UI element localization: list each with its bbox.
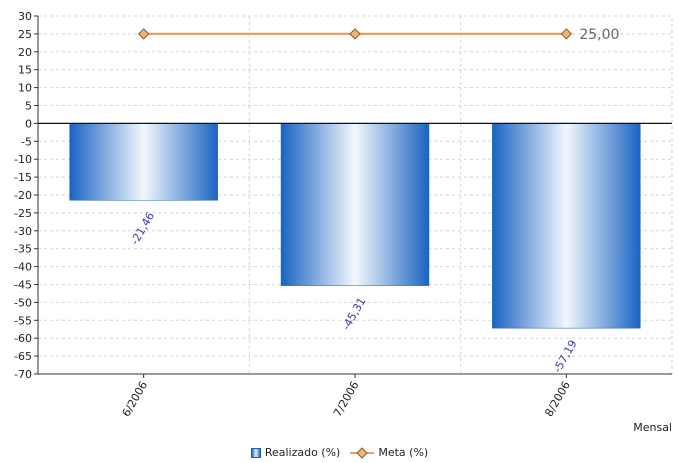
bar-data-label: -21,46 — [128, 210, 157, 247]
y-tick-label: -55 — [14, 314, 32, 327]
y-tick-label: -20 — [14, 189, 32, 202]
bar-6/2006[interactable] — [69, 123, 218, 201]
meta-data-label: 25,00 — [579, 27, 619, 43]
legend-item-realizado[interactable]: Realizado (%) — [250, 446, 341, 459]
y-tick-label: -45 — [14, 279, 32, 292]
bar-series: -21,46-45,31-57,19 — [69, 123, 641, 375]
y-tick-label: 5 — [25, 100, 32, 113]
meta-marker[interactable] — [349, 28, 361, 40]
y-tick-label: 10 — [18, 82, 32, 95]
bar-data-label: -45,31 — [339, 295, 368, 332]
x-axis-label: Mensal — [633, 421, 672, 434]
meta-line-series: 25,00 — [137, 27, 619, 43]
x-tick-label: 6/2006 — [120, 379, 151, 419]
x-axis-ticks: 6/2006 7/2006 8/2006 — [120, 374, 573, 419]
y-tick-label: -5 — [21, 135, 32, 148]
meta-marker[interactable] — [560, 28, 573, 40]
y-tick-label: -35 — [14, 243, 32, 256]
legend: Realizado (%) Meta (%) — [0, 446, 679, 459]
y-axis-ticks: 30 25 20 15 10 5 0 -5 -10 -15 -20 -25 -30 -35 -40 -45 -5… — [14, 10, 38, 381]
y-tick-label: -65 — [14, 350, 32, 363]
legend-item-meta[interactable]: Meta (%) — [350, 446, 428, 459]
y-tick-label: 30 — [18, 10, 32, 23]
y-tick-label: -40 — [14, 261, 32, 274]
y-tick-label: 0 — [25, 117, 32, 130]
x-tick-label: 7/2006 — [331, 379, 362, 419]
legend-bar-swatch-icon — [250, 447, 261, 458]
bar-7/2006[interactable] — [280, 123, 430, 286]
y-tick-label: -25 — [14, 207, 32, 220]
y-tick-label: -15 — [14, 171, 32, 184]
meta-marker[interactable] — [137, 28, 150, 40]
legend-label-meta: Meta (%) — [378, 446, 429, 459]
y-tick-label: -70 — [14, 368, 32, 381]
y-tick-label: -30 — [14, 225, 32, 238]
y-tick-label: -10 — [14, 153, 32, 166]
y-tick-label: 20 — [18, 46, 32, 59]
y-tick-label: -60 — [14, 332, 32, 345]
y-tick-label: -50 — [14, 296, 32, 309]
legend-line-swatch-icon — [350, 446, 375, 459]
bar-8/2006[interactable] — [492, 123, 641, 329]
x-tick-label: 8/2006 — [542, 379, 573, 419]
legend-label-realizado: Realizado (%) — [264, 446, 341, 459]
y-tick-label: 25 — [18, 28, 32, 41]
y-tick-label: 15 — [18, 64, 32, 77]
